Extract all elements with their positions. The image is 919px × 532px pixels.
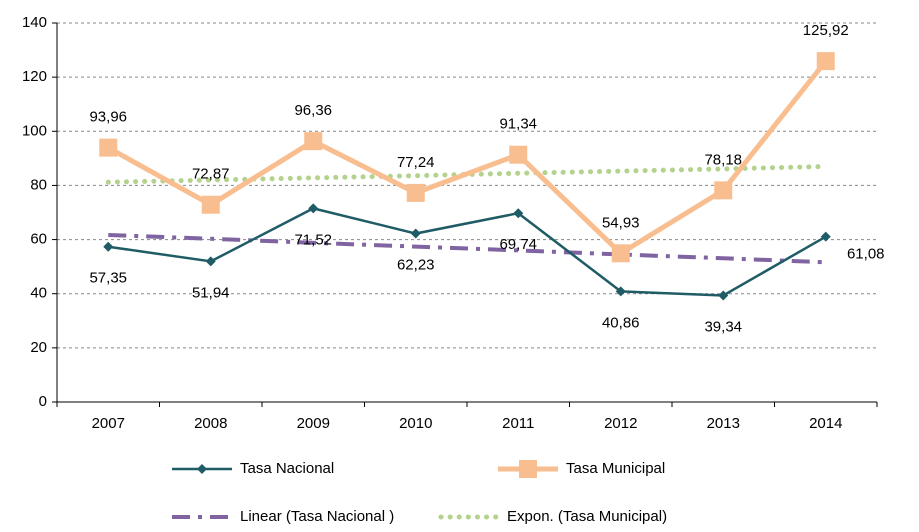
- value-label: 54,93: [602, 214, 640, 231]
- y-tick-label: 60: [30, 231, 47, 248]
- x-tick-label: 2014: [809, 415, 842, 432]
- series-line: [108, 232, 826, 265]
- point: [509, 145, 528, 164]
- x-tick-label: 2009: [297, 415, 330, 432]
- x-tick-label: 2013: [707, 415, 740, 432]
- value-label: 93,96: [89, 109, 127, 126]
- legend-marker: [519, 460, 537, 478]
- value-label: 61,08: [847, 246, 885, 263]
- y-tick-label: 40: [30, 285, 47, 302]
- point: [406, 183, 425, 202]
- point: [103, 241, 114, 252]
- point: [718, 290, 729, 301]
- series-line: [105, 163, 829, 185]
- point: [205, 256, 216, 267]
- point: [308, 203, 319, 214]
- point: [513, 208, 524, 219]
- point: [714, 181, 733, 200]
- value-label: 40,86: [602, 314, 640, 331]
- value-label: 69,74: [499, 236, 537, 253]
- series-line: [107, 59, 828, 257]
- x-tick-label: 2010: [399, 415, 432, 432]
- y-tick-label: 20: [30, 339, 47, 356]
- point: [615, 286, 626, 297]
- point: [201, 195, 220, 214]
- y-tick-label: 140: [22, 14, 47, 31]
- legend-marker: [197, 464, 207, 474]
- x-tick-label: 2008: [194, 415, 227, 432]
- value-label: 78,18: [704, 151, 742, 168]
- value-label: 57,35: [89, 270, 127, 287]
- value-label: 39,34: [704, 318, 742, 335]
- y-tick-label: 80: [30, 176, 47, 193]
- value-label: 51,94: [192, 284, 230, 301]
- x-tick-label: 2011: [502, 415, 534, 432]
- value-label: 125,92: [803, 22, 849, 39]
- legend-label: Tasa Nacional: [240, 460, 334, 477]
- point: [820, 231, 831, 242]
- point: [99, 138, 118, 157]
- series-line: [108, 207, 827, 297]
- value-label: 62,23: [397, 257, 435, 274]
- value-label: 71,52: [294, 231, 332, 248]
- value-label: 91,34: [499, 116, 537, 133]
- x-tick-label: 2007: [92, 415, 125, 432]
- value-label: 72,87: [192, 166, 230, 183]
- point: [611, 244, 630, 263]
- y-tick-label: 0: [39, 393, 47, 410]
- y-tick-label: 120: [22, 68, 47, 85]
- legend-label: Tasa Municipal: [566, 460, 665, 477]
- x-tick-label: 2012: [604, 415, 637, 432]
- value-label: 96,36: [294, 102, 332, 119]
- value-label: 77,24: [397, 154, 435, 171]
- point: [816, 52, 835, 71]
- point: [304, 132, 323, 151]
- legend-label: Expon. (Tasa Municipal): [507, 508, 667, 525]
- point: [410, 228, 421, 239]
- y-tick-label: 100: [22, 122, 47, 139]
- legend-label: Linear (Tasa Nacional ): [240, 508, 394, 525]
